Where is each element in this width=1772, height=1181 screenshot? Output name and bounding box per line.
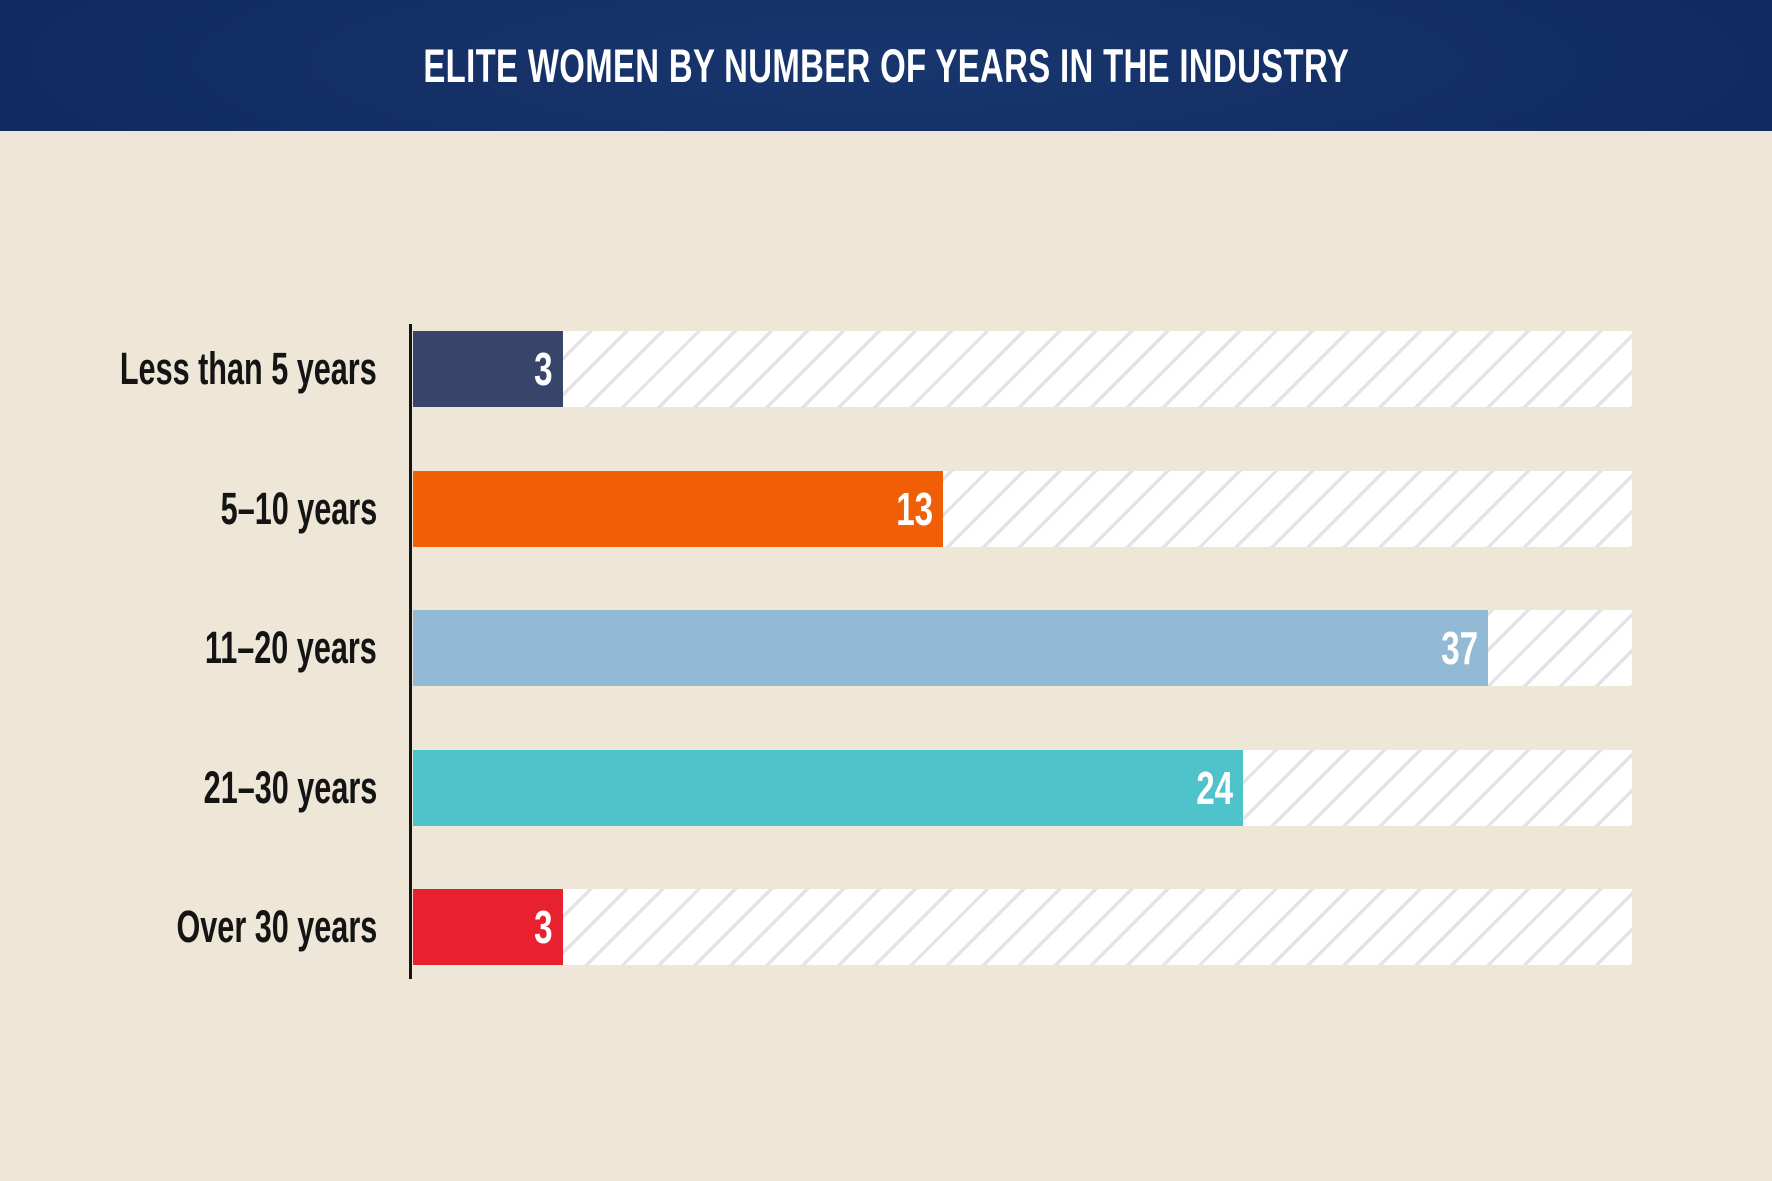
value-label: 3 bbox=[534, 901, 553, 953]
bar-fill: 37 bbox=[413, 610, 1488, 686]
value-label: 24 bbox=[1196, 761, 1233, 814]
category-label: Over 30 years bbox=[0, 889, 377, 965]
chart-title: ELITE WOMEN BY NUMBER OF YEARS IN THE IN… bbox=[423, 39, 1349, 92]
bar-row: 11–20 years 37 bbox=[0, 610, 1772, 686]
category-label-text: 21–30 years bbox=[203, 761, 377, 813]
value-label: 37 bbox=[1441, 622, 1478, 674]
value-label: 3 bbox=[534, 343, 553, 395]
category-label-text: Over 30 years bbox=[176, 901, 377, 952]
bar-row: 5–10 years 13 bbox=[0, 470, 1772, 547]
bar-chart: Less than 5 years 3 5–10 years 13 11–20 … bbox=[0, 324, 1772, 981]
bar-fill: 3 bbox=[413, 331, 563, 407]
category-label-text: Less than 5 years bbox=[120, 343, 377, 394]
bar-row: 21–30 years 24 bbox=[0, 749, 1772, 826]
bar-track bbox=[413, 889, 1632, 965]
bar-row: Less than 5 years 3 bbox=[0, 331, 1772, 407]
category-label-text: 5–10 years bbox=[220, 482, 377, 534]
value-label: 13 bbox=[896, 482, 933, 535]
category-label: 5–10 years bbox=[0, 471, 377, 547]
y-axis-line bbox=[409, 324, 412, 979]
bar-row: Over 30 years 3 bbox=[0, 889, 1772, 965]
category-label: 11–20 years bbox=[0, 610, 377, 686]
header-band: ELITE WOMEN BY NUMBER OF YEARS IN THE IN… bbox=[0, 0, 1772, 131]
bar-fill: 3 bbox=[413, 889, 563, 965]
category-label-text: 11–20 years bbox=[205, 622, 377, 673]
bar-fill: 13 bbox=[413, 470, 943, 547]
category-label: 21–30 years bbox=[0, 750, 377, 826]
category-label: Less than 5 years bbox=[0, 331, 377, 407]
bar-fill: 24 bbox=[413, 749, 1243, 826]
bar-track bbox=[413, 331, 1632, 407]
